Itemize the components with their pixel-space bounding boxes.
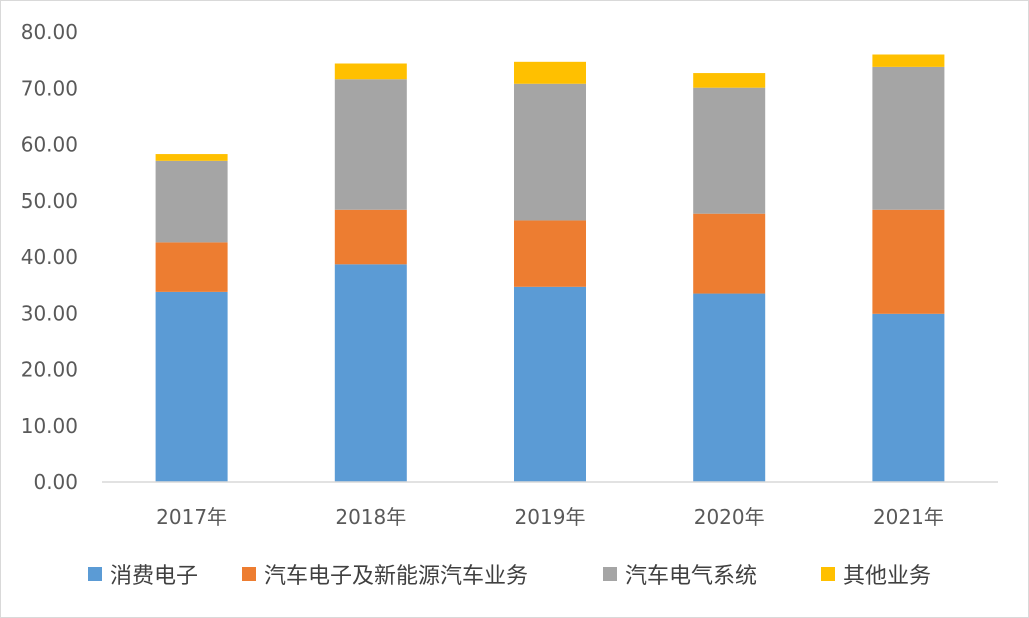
watermark: 大数跨境 (10, 589, 116, 611)
bars (155, 54, 945, 482)
bar-segment (872, 209, 945, 314)
bar-segment (334, 209, 407, 265)
y-tick-label: 80.00 (21, 20, 78, 44)
watermark-logo-icon (10, 589, 36, 609)
legend-swatch (603, 567, 617, 581)
x-axis: 2017年 2018年 2019年 2020年 2021年 (156, 505, 944, 529)
legend: 消费电子 汽车电子及新能源汽车业务 汽车电气系统 其他业务 (88, 564, 931, 589)
bar-segment (872, 313, 945, 482)
y-tick-label: 30.00 (21, 301, 78, 325)
x-tick-label: 2017年 (156, 505, 227, 529)
bar-segment (155, 242, 228, 292)
legend-swatch (242, 567, 256, 581)
bar-segment (155, 154, 228, 161)
y-tick-label: 70.00 (21, 76, 78, 100)
bar-segment (514, 220, 586, 287)
bar-segment (334, 63, 407, 80)
bar-segment (334, 264, 407, 482)
bar-segment (693, 87, 766, 214)
watermark-text: 大数跨境 (44, 590, 116, 611)
legend-label: 汽车电子及新能源汽车业务 (264, 564, 528, 589)
y-tick-label: 0.00 (33, 470, 78, 494)
bar-segment (693, 213, 766, 294)
legend-label: 汽车电气系统 (625, 564, 757, 589)
bar-segment (514, 61, 586, 84)
x-tick-label: 2018年 (335, 505, 406, 529)
x-tick-label: 2020年 (694, 505, 765, 529)
y-tick-label: 60.00 (21, 133, 78, 157)
bar-segment (872, 54, 945, 67)
bar-segment (155, 160, 228, 243)
y-axis: 0.00 10.00 20.00 30.00 40.00 50.00 60.00 70.00 8… (21, 20, 78, 494)
bar-segment (693, 293, 766, 482)
bar-segment (872, 66, 945, 210)
legend-label: 消费电子 (110, 564, 198, 589)
y-tick-label: 40.00 (21, 245, 78, 269)
y-tick-label: 50.00 (21, 189, 78, 213)
y-tick-label: 10.00 (21, 414, 78, 438)
bar-segment (334, 79, 407, 210)
bar-segment (514, 286, 586, 482)
bar-segment (693, 73, 766, 88)
x-tick-label: 2019年 (515, 505, 586, 529)
bar-segment (514, 83, 586, 221)
bar-segment (155, 291, 228, 482)
x-tick-label: 2021年 (873, 505, 944, 529)
legend-label: 其他业务 (843, 564, 931, 589)
y-tick-label: 20.00 (21, 358, 78, 382)
legend-swatch (821, 567, 835, 581)
legend-swatch (88, 567, 102, 581)
